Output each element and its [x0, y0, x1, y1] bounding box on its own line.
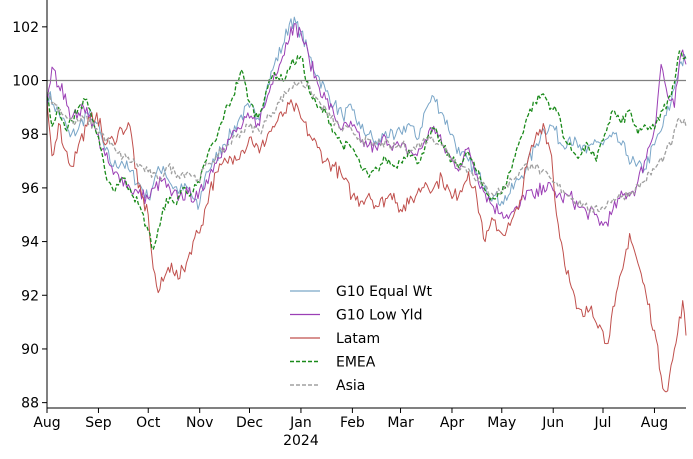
legend-label-g10-equal-wt: G10 Equal Wt [336, 284, 432, 300]
legend-label-emea: EMEA [336, 355, 376, 371]
x-tick-label: Apr [440, 415, 464, 431]
x-tick-label: Oct [136, 415, 161, 431]
x-tick-label: Aug [33, 415, 60, 431]
axes-layer: 88 90 92 94 96 98 100 102 Aug Sep Oct Nov Dec Jan Feb M… [12, 0, 686, 449]
y-tick-label: 100 [12, 74, 39, 90]
x-tick-label: Dec [236, 415, 263, 431]
y-tick-label: 88 [21, 396, 39, 412]
series-line-latam [46, 99, 687, 393]
y-tick-label: 102 [12, 20, 39, 36]
x-tick-label: May [487, 415, 516, 431]
series-line-emea [46, 50, 687, 251]
x-tick-label: Mar [387, 415, 414, 431]
x-tick-label: Nov [186, 415, 213, 431]
x-year-label: 2024 [283, 433, 319, 449]
y-tick-label: 94 [21, 235, 39, 251]
x-tick-label: Feb [340, 415, 365, 431]
series-line-g10-low-yld [46, 23, 687, 227]
legend-label-asia: Asia [336, 378, 365, 394]
series-line-asia [46, 79, 687, 214]
x-tick-label: Jul [594, 415, 612, 431]
legend-label-g10-low-yld: G10 Low Yld [336, 308, 422, 324]
x-tick-label: Sep [85, 415, 112, 431]
y-tick-label: 90 [21, 342, 39, 358]
y-tick-label: 96 [21, 181, 39, 197]
legend-label-latam: Latam [336, 331, 380, 347]
y-tick-label: 92 [21, 288, 39, 304]
x-tick-label: Jun [541, 415, 564, 431]
legend: G10 Equal Wt G10 Low Yld Latam EMEA Asia [290, 284, 432, 394]
x-tick-label: Aug [641, 415, 668, 431]
series-layer [46, 16, 687, 393]
series-line-g10-equal-wt [46, 16, 687, 210]
y-tick-label: 98 [21, 127, 39, 143]
x-tick-label: Jan [289, 415, 312, 431]
